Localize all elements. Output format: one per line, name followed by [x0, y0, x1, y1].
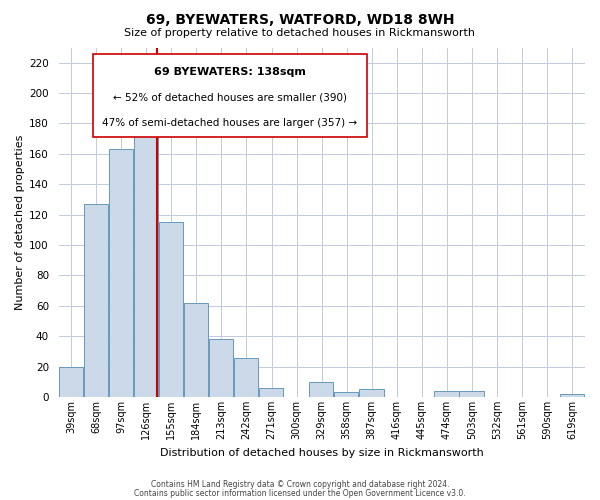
- Bar: [59, 366, 83, 397]
- Bar: [134, 136, 158, 397]
- Bar: [234, 358, 259, 397]
- Text: 69 BYEWATERS: 138sqm: 69 BYEWATERS: 138sqm: [154, 66, 305, 76]
- Bar: [159, 222, 183, 397]
- Text: Contains HM Land Registry data © Crown copyright and database right 2024.: Contains HM Land Registry data © Crown c…: [151, 480, 449, 489]
- Bar: [560, 394, 584, 397]
- Text: 47% of semi-detached houses are larger (357) →: 47% of semi-detached houses are larger (…: [102, 118, 357, 128]
- Bar: [334, 392, 358, 397]
- X-axis label: Distribution of detached houses by size in Rickmansworth: Distribution of detached houses by size …: [160, 448, 484, 458]
- Bar: [359, 390, 383, 397]
- Bar: [209, 340, 233, 397]
- Text: Size of property relative to detached houses in Rickmansworth: Size of property relative to detached ho…: [125, 28, 476, 38]
- FancyBboxPatch shape: [93, 54, 367, 136]
- Bar: [434, 391, 458, 397]
- Text: Contains public sector information licensed under the Open Government Licence v3: Contains public sector information licen…: [134, 489, 466, 498]
- Bar: [259, 388, 283, 397]
- Text: 69, BYEWATERS, WATFORD, WD18 8WH: 69, BYEWATERS, WATFORD, WD18 8WH: [146, 12, 454, 26]
- Text: ← 52% of detached houses are smaller (390): ← 52% of detached houses are smaller (39…: [113, 92, 347, 102]
- Bar: [184, 303, 208, 397]
- Y-axis label: Number of detached properties: Number of detached properties: [15, 134, 25, 310]
- Bar: [109, 150, 133, 397]
- Bar: [309, 382, 334, 397]
- Bar: [83, 204, 108, 397]
- Bar: [460, 391, 484, 397]
